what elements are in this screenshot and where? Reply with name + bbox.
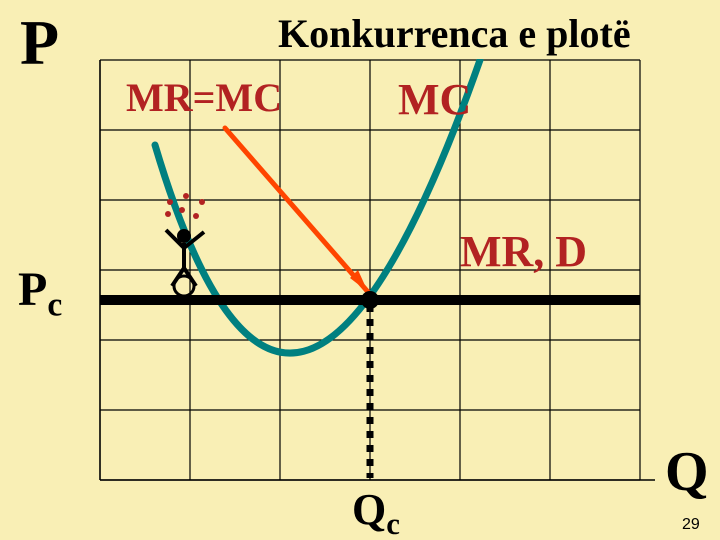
y-axis-label: P bbox=[20, 6, 59, 80]
page-number: 29 bbox=[682, 516, 700, 534]
quantity-qc-label: Qc bbox=[352, 484, 400, 540]
mr-d-label: MR, D bbox=[460, 226, 587, 277]
pc-sub: c bbox=[47, 287, 62, 324]
pc-main: P bbox=[18, 263, 47, 316]
qc-sub: c bbox=[386, 507, 400, 540]
qc-main: Q bbox=[352, 485, 386, 534]
price-pc-label: Pc bbox=[18, 262, 62, 325]
mc-curve-label: MC bbox=[398, 74, 471, 125]
x-axis-label: Q bbox=[665, 440, 709, 504]
economics-chart: Konkurrenca e plotë P Q Pc Qc MR=MC MC M… bbox=[0, 0, 720, 540]
chart-svg bbox=[0, 0, 720, 540]
mr-equals-mc-label: MR=MC bbox=[126, 74, 282, 121]
chart-title: Konkurrenca e plotë bbox=[268, 8, 641, 59]
